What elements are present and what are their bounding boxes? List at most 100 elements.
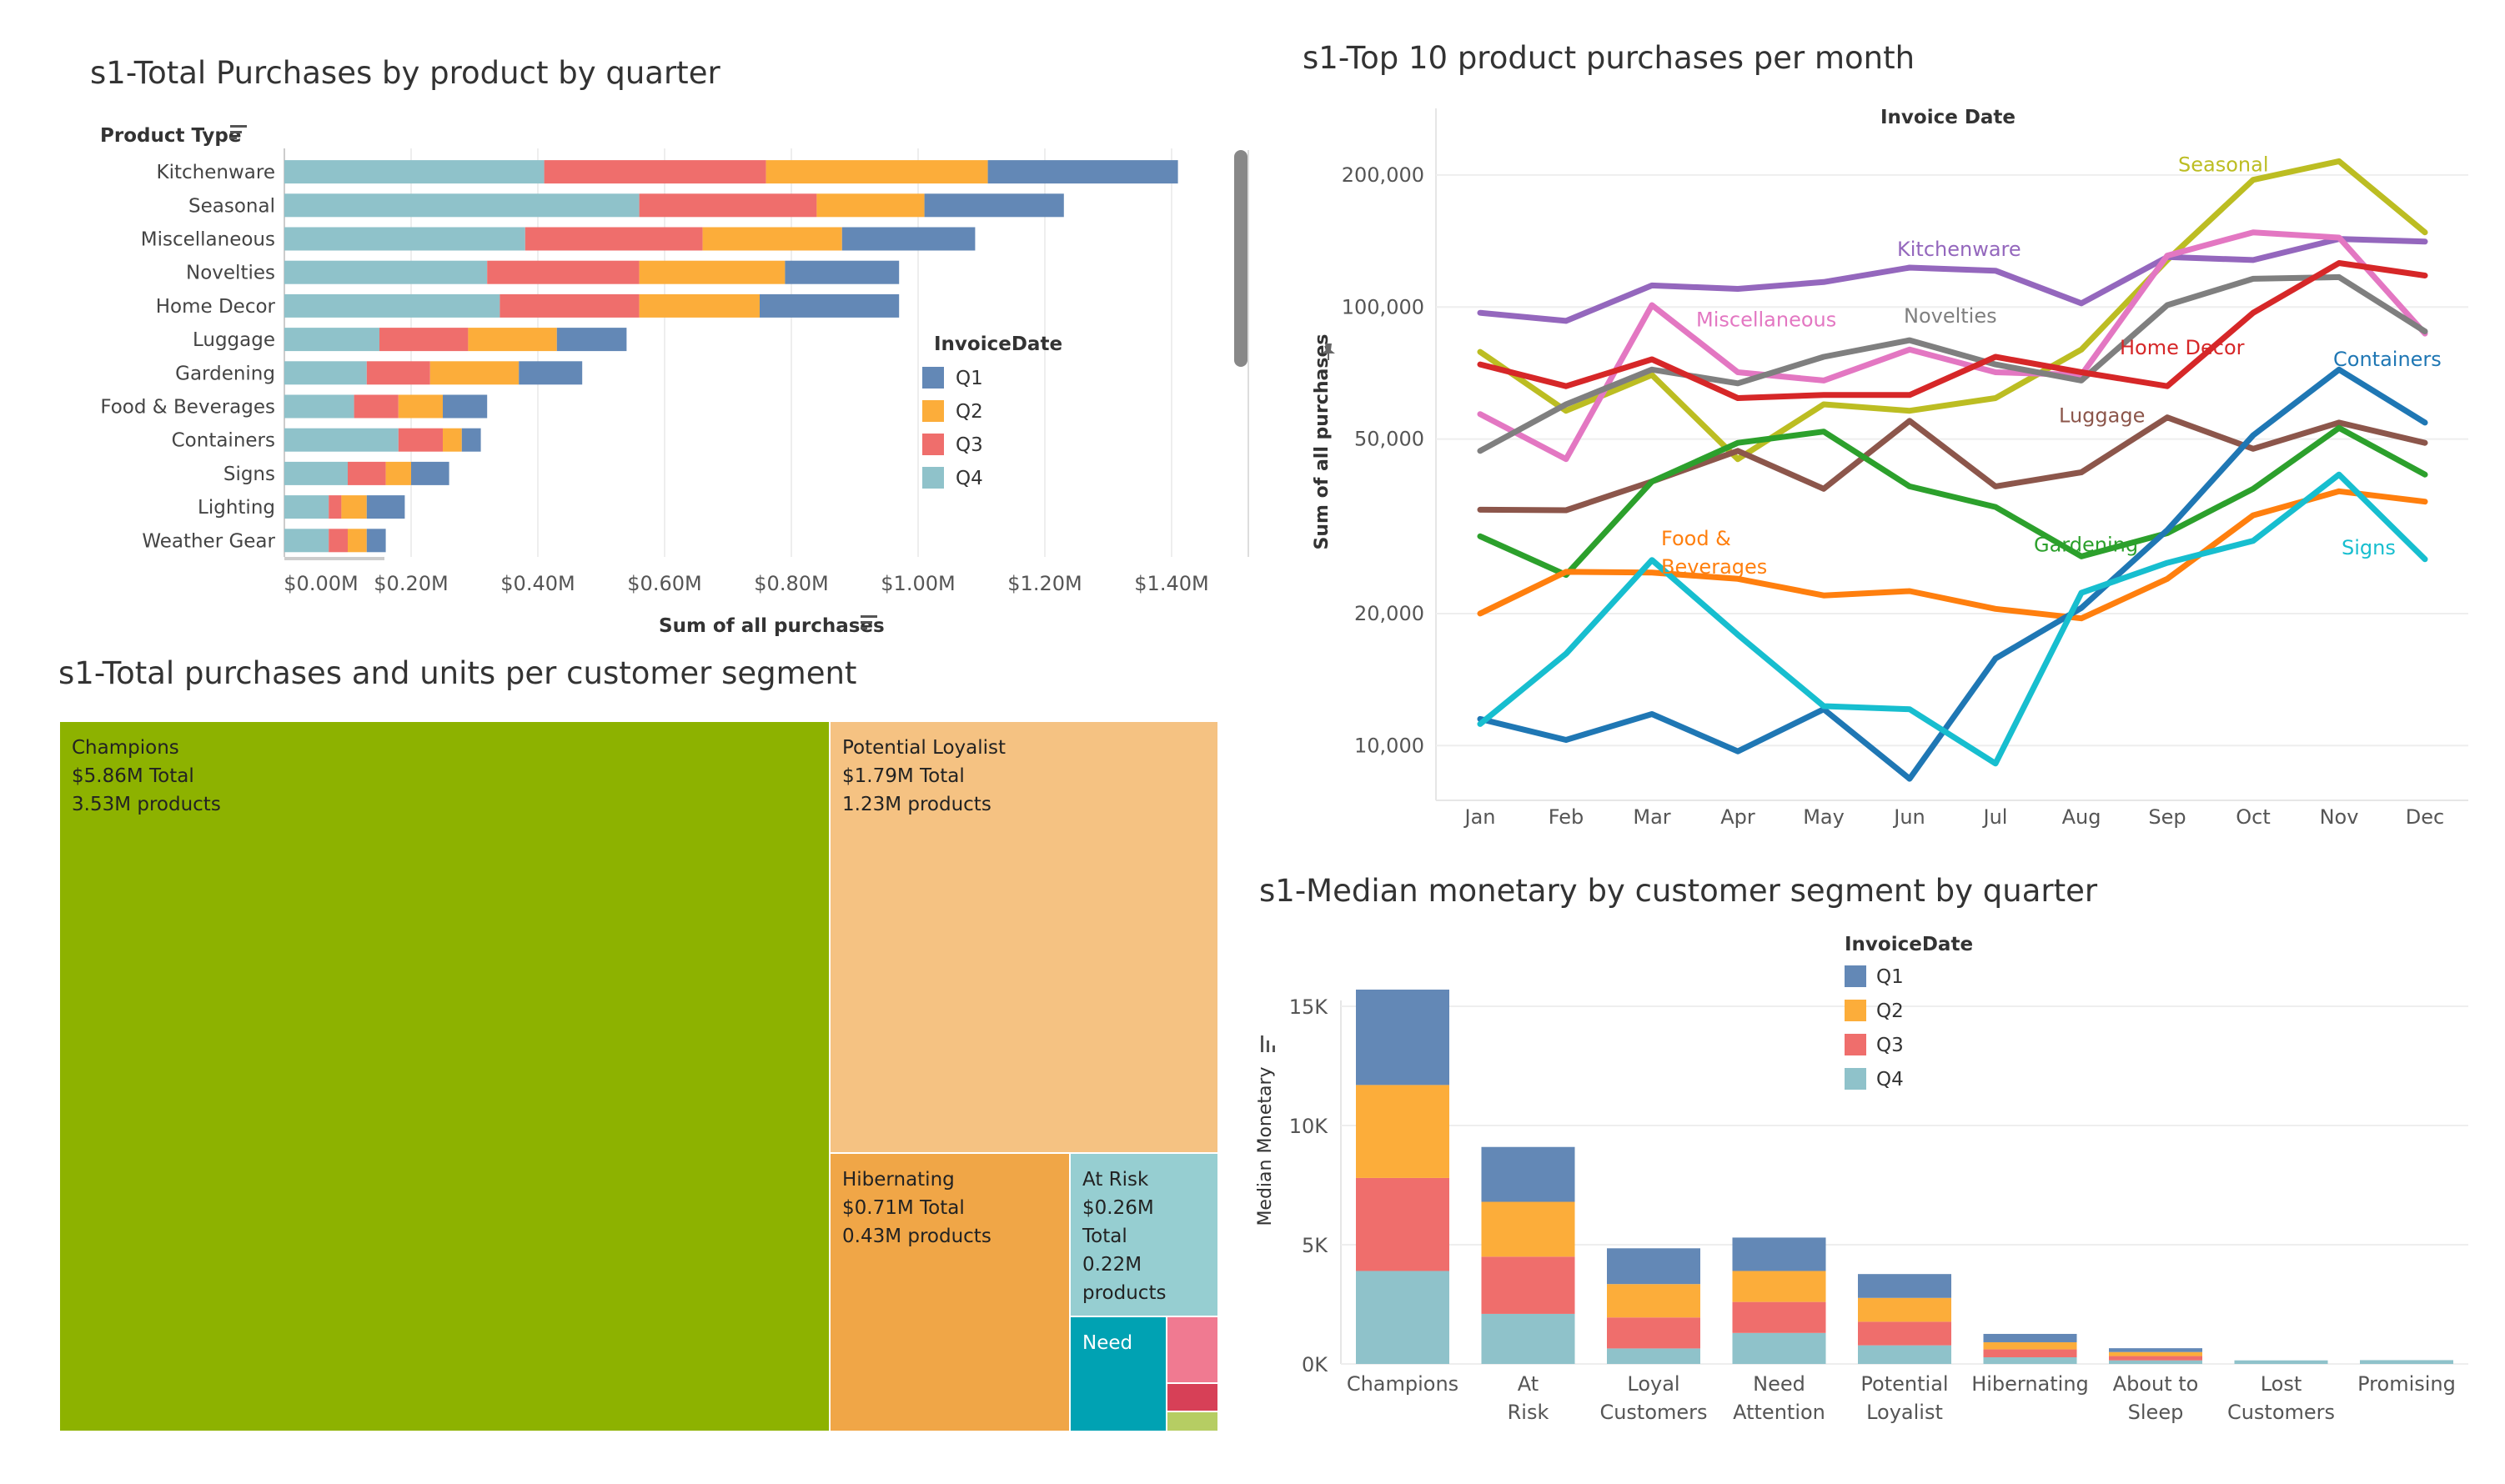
bar-segment-q1[interactable] (411, 461, 449, 485)
legend-swatch-q4[interactable] (922, 467, 944, 489)
bar-segment-q3[interactable] (379, 328, 469, 352)
legend-swatch-q3[interactable] (922, 434, 944, 455)
legend-swatch-q1[interactable] (1845, 965, 1866, 987)
treemap-cell-at-risk[interactable]: At Risk $0.26M Total 0.22M products (1071, 1154, 1219, 1317)
legend-label[interactable]: Q4 (956, 468, 983, 489)
bar-segment-q2[interactable] (385, 461, 411, 485)
bar-segment-q4[interactable] (284, 495, 329, 519)
bar-segment-q3[interactable] (1858, 1321, 1951, 1346)
bar-segment-q2[interactable] (1356, 1085, 1449, 1178)
legend-label[interactable]: Q2 (956, 401, 983, 423)
legend-label[interactable]: Q1 (956, 368, 983, 389)
bar-segment-q1[interactable] (1481, 1146, 1575, 1202)
treemap-cell-potential-loyalist[interactable]: Potential Loyalist $1.79M Total 1.23M pr… (831, 722, 1219, 1154)
bar-segment-q3[interactable] (1481, 1256, 1575, 1314)
legend-swatch-q2[interactable] (922, 400, 944, 422)
bar-segment-q1[interactable] (443, 394, 488, 419)
sort-icon[interactable] (1261, 1035, 1275, 1052)
bar-segment-q2[interactable] (341, 495, 367, 519)
bar-segment-q3[interactable] (544, 160, 766, 184)
series-line-kitchenware[interactable] (1477, 236, 2428, 324)
bar-segment-q2[interactable] (429, 361, 520, 385)
bar-segment-q1[interactable] (1732, 1237, 1826, 1271)
legend-label[interactable]: Q4 (1876, 1069, 1904, 1090)
bar-segment-q3[interactable] (366, 361, 430, 385)
bar-segment-q1[interactable] (841, 227, 976, 251)
legend-label[interactable]: Q2 (1876, 1000, 1904, 1022)
bar-segment-q2[interactable] (1607, 1284, 1700, 1318)
treemap-cell-small-7[interactable] (1167, 1412, 1219, 1432)
bar-segment-q1[interactable] (1983, 1333, 2077, 1342)
bar-segment-q3[interactable] (329, 495, 342, 519)
bar-segment-q2[interactable] (398, 394, 443, 419)
bar-segment-q4[interactable] (1732, 1332, 1826, 1364)
bar-segment-q4[interactable] (284, 529, 329, 553)
bar-segment-q3[interactable] (398, 428, 443, 452)
bar-segment-q2[interactable] (639, 260, 786, 284)
series-line-home-decor[interactable] (1477, 260, 2428, 401)
bar-segment-q1[interactable] (556, 328, 627, 352)
treemap-cell-need[interactable]: Need (1071, 1317, 1167, 1432)
legend-swatch-q1[interactable] (922, 367, 944, 389)
legend-label[interactable]: Q3 (956, 434, 983, 456)
bar-segment-q2[interactable] (1481, 1201, 1575, 1257)
bar-segment-q1[interactable] (1607, 1248, 1700, 1285)
bar-segment-q4[interactable] (284, 227, 525, 251)
bar-segment-q1[interactable] (1356, 989, 1449, 1085)
bar-segment-q1[interactable] (519, 361, 583, 385)
scrollbar-track[interactable] (1247, 150, 1249, 557)
bar-segment-q3[interactable] (639, 193, 817, 218)
bar-segment-q4[interactable] (2360, 1360, 2453, 1364)
series-line-novelties[interactable] (1477, 273, 2428, 454)
bar-segment-q4[interactable] (284, 394, 354, 419)
bar-segment-q2[interactable] (816, 193, 925, 218)
bar-segment-q4[interactable] (284, 328, 379, 352)
legend-swatch-q2[interactable] (1845, 1000, 1866, 1021)
series-line-containers[interactable] (1477, 366, 2428, 782)
legend-label[interactable]: Q1 (1876, 966, 1904, 988)
bar-segment-q4[interactable] (1983, 1356, 2077, 1364)
bar-segment-q3[interactable] (1356, 1177, 1449, 1271)
bar-segment-q3[interactable] (487, 260, 640, 284)
bar-segment-q4[interactable] (284, 428, 399, 452)
bar-segment-q1[interactable] (987, 160, 1178, 184)
bar-segment-q3[interactable] (329, 529, 348, 553)
bar-segment-q4[interactable] (1858, 1345, 1951, 1364)
pin-icon[interactable] (1322, 343, 1335, 360)
bar-segment-q2[interactable] (702, 227, 842, 251)
bar-segment-q3[interactable] (525, 227, 703, 251)
bar-segment-q2[interactable] (1983, 1341, 2077, 1350)
bar-segment-q1[interactable] (461, 428, 481, 452)
bar-segment-q4[interactable] (1356, 1271, 1449, 1364)
bar-segment-q4[interactable] (284, 260, 488, 284)
bar-segment-q2[interactable] (468, 328, 557, 352)
bar-segment-q2[interactable] (1732, 1271, 1826, 1302)
bar-segment-q3[interactable] (1983, 1349, 2077, 1357)
series-line-seasonal[interactable] (1477, 158, 2428, 463)
bar-segment-q4[interactable] (284, 193, 640, 218)
bar-segment-q1[interactable] (2109, 1348, 2202, 1352)
sort-icon[interactable] (861, 615, 877, 629)
bar-segment-q1[interactable] (760, 293, 900, 318)
bar-segment-q4[interactable] (2109, 1360, 2202, 1364)
bar-segment-q2[interactable] (348, 529, 367, 553)
bar-segment-q4[interactable] (1607, 1348, 1700, 1364)
bar-segment-q4[interactable] (1481, 1313, 1575, 1364)
bar-segment-q3[interactable] (1607, 1317, 1700, 1349)
bar-segment-q3[interactable] (1732, 1301, 1826, 1333)
bar-segment-q2[interactable] (1858, 1297, 1951, 1322)
bar-segment-q4[interactable] (284, 293, 500, 318)
bar-segment-q3[interactable] (499, 293, 640, 318)
bar-segment-q2[interactable] (443, 428, 462, 452)
series-line-miscellaneous[interactable] (1477, 229, 2428, 463)
legend-label[interactable]: Q3 (1876, 1035, 1904, 1056)
legend-swatch-q3[interactable] (1845, 1034, 1866, 1055)
bar-segment-q4[interactable] (284, 461, 348, 485)
bar-segment-q3[interactable] (2109, 1356, 2202, 1361)
series-line-gardening[interactable] (1477, 424, 2428, 579)
scrollbar-thumb[interactable] (1234, 150, 1247, 367)
treemap-cell-small-6[interactable] (1167, 1384, 1219, 1412)
sort-icon[interactable] (230, 125, 247, 139)
bar-segment-q3[interactable] (348, 461, 386, 485)
bar-segment-q4[interactable] (2234, 1360, 2328, 1364)
